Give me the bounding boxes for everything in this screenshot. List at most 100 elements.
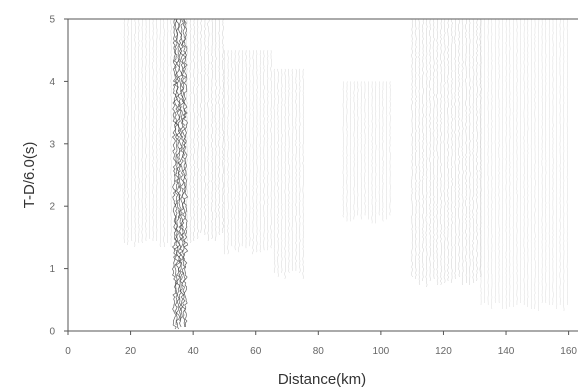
seismic-trace xyxy=(182,18,189,328)
seismic-trace xyxy=(252,50,255,255)
seismic-trace xyxy=(498,18,500,304)
seismic-trace xyxy=(552,18,554,306)
y-tick-label: 2 xyxy=(49,202,55,213)
seismic-trace xyxy=(295,68,297,271)
seismic-trace xyxy=(346,81,348,222)
x-tick-label: 120 xyxy=(435,346,452,357)
seismic-trace xyxy=(221,18,224,234)
seismic-trace xyxy=(298,68,301,273)
seismic-trace xyxy=(207,18,210,242)
seismic-trace xyxy=(200,18,203,234)
seismic-trace xyxy=(342,81,344,218)
seismic-trace xyxy=(502,18,504,309)
seismic-trace xyxy=(491,18,493,310)
seismic-trace xyxy=(245,50,247,249)
seismic-trace xyxy=(273,68,276,273)
seismic-trace xyxy=(530,19,532,310)
y-axis-title: T-D/6.0(s) xyxy=(21,142,38,209)
seismic-trace xyxy=(461,18,464,286)
seismic-trace xyxy=(454,18,457,280)
x-tick-label: 160 xyxy=(560,346,577,357)
seismic-trace xyxy=(163,18,165,248)
seismic-trace xyxy=(203,18,207,236)
seismic-trace xyxy=(134,18,136,248)
seismic-trace xyxy=(411,18,414,278)
seismic-trace xyxy=(152,18,154,242)
seismic-trace xyxy=(130,18,133,242)
seismic-trace xyxy=(137,18,140,244)
x-tick-label: 40 xyxy=(188,346,200,357)
x-tick-label: 80 xyxy=(313,346,325,357)
seismic-trace xyxy=(548,18,550,306)
seismic-trace xyxy=(266,50,269,251)
seismic-trace xyxy=(475,18,478,282)
trace-group xyxy=(223,50,273,255)
seismic-trace xyxy=(159,18,162,248)
seismic-trace xyxy=(237,50,240,253)
seismic-trace xyxy=(555,18,558,310)
x-tick-label: 20 xyxy=(125,346,137,357)
seismic-trace xyxy=(534,18,536,310)
seismic-trace xyxy=(479,18,482,278)
seismic-trace xyxy=(166,18,169,244)
seismic-trace xyxy=(288,68,290,273)
seismic-trace xyxy=(127,18,129,246)
seismic-trace xyxy=(432,18,435,280)
seismic-trace xyxy=(173,18,179,326)
seismic-trace xyxy=(375,81,377,224)
seismic-trace xyxy=(523,18,525,306)
trace-group xyxy=(273,68,304,279)
x-tick-label: 100 xyxy=(373,346,390,357)
trace-group xyxy=(123,18,172,248)
seismic-trace xyxy=(223,50,226,255)
seismic-trace xyxy=(371,81,373,224)
seismic-trace xyxy=(270,50,273,249)
seismic-trace xyxy=(566,18,568,306)
seismic-trace xyxy=(302,68,304,279)
seismic-trace xyxy=(468,18,471,286)
tick-labels: 0 20 40 60 80 100 120 140 160 0 1 2 3 4 5 xyxy=(49,15,577,358)
seismic-trace xyxy=(196,18,199,240)
seismic-trace xyxy=(389,81,391,216)
seismic-trace xyxy=(171,18,178,330)
seismic-trace xyxy=(382,81,384,222)
seismic-trace xyxy=(218,18,221,236)
x-tick-label: 60 xyxy=(250,346,262,357)
seismic-trace xyxy=(155,18,158,242)
seismic-trace xyxy=(145,18,147,242)
trace-group xyxy=(171,18,189,330)
seismic-trace xyxy=(179,18,185,322)
y-tick-label: 1 xyxy=(49,264,55,275)
seismic-trace xyxy=(170,18,172,248)
seismic-trace xyxy=(487,18,489,306)
seismic-trace xyxy=(425,18,428,288)
seismic-trace xyxy=(538,18,540,312)
seismic-trace xyxy=(472,18,475,284)
seismic-trace xyxy=(141,18,144,244)
seismic-trace xyxy=(349,81,352,222)
seismic-trace xyxy=(280,68,283,273)
seismic-trace xyxy=(177,18,183,328)
seismic-trace xyxy=(181,18,187,328)
seismic-trace xyxy=(559,18,561,306)
seismic-trace xyxy=(545,18,547,304)
seismic-traces xyxy=(123,18,568,330)
seismic-trace xyxy=(360,81,362,220)
y-tick-label: 3 xyxy=(49,139,55,150)
seismic-trace xyxy=(480,18,482,306)
seismic-trace xyxy=(527,18,529,308)
seismic-trace xyxy=(230,50,233,247)
seismic-trace xyxy=(185,18,188,242)
x-tick-label: 140 xyxy=(498,346,515,357)
seismic-trace xyxy=(148,18,151,240)
seismic-trace xyxy=(385,81,388,220)
seismic-trace xyxy=(509,18,511,308)
y-tick-label: 5 xyxy=(49,15,55,26)
seismic-trace xyxy=(189,18,192,244)
trace-group xyxy=(342,81,391,224)
seismic-trace xyxy=(353,81,355,220)
seismic-trace xyxy=(175,18,181,330)
seismic-trace xyxy=(214,18,217,242)
trace-group xyxy=(480,18,568,312)
